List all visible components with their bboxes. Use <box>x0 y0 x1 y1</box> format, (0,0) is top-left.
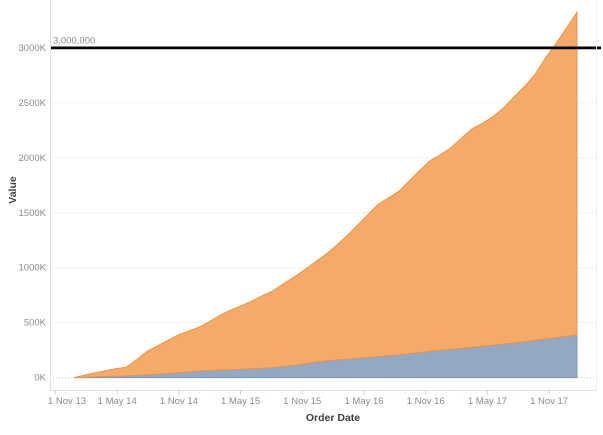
y-tick-label: 3000K <box>19 43 47 54</box>
y-tick-label: 0K <box>34 373 46 384</box>
x-tick-label: 1 Nov 17 <box>530 396 568 407</box>
y-tick-label: 1000K <box>19 263 47 274</box>
area-series-orange[interactable] <box>73 10 578 379</box>
x-tick-label: 1 May 17 <box>468 396 507 407</box>
y-tick-label: 2500K <box>19 98 47 109</box>
y-axis-title: Value <box>7 176 19 204</box>
y-tick-label: 500K <box>24 318 47 329</box>
y-tick-label: 1500K <box>19 208 47 219</box>
x-axis-labels: 1 Nov 13 1 May 14 1 Nov 14 1 May 15 1 Nov 15… <box>48 396 568 407</box>
x-tick-label: 1 Nov 15 <box>283 396 321 407</box>
x-tick-label: 1 Nov 14 <box>160 396 198 407</box>
reference-line-label: 3,000,000 <box>53 36 95 47</box>
x-axis-ticks <box>55 390 591 395</box>
y-tick-label: 2000K <box>19 153 47 164</box>
x-axis-title: Order Date <box>305 412 361 424</box>
x-tick-label: 1 May 16 <box>344 396 383 407</box>
x-tick-label: 1 Nov 13 <box>48 396 86 407</box>
x-tick-label: 1 May 15 <box>221 396 260 407</box>
y-axis-labels: 0K 500K 1000K 1500K 2000K 2500K 3000K <box>19 43 47 384</box>
x-tick-label: 1 Nov 16 <box>407 396 445 407</box>
x-tick-label: 1 May 14 <box>98 396 137 407</box>
